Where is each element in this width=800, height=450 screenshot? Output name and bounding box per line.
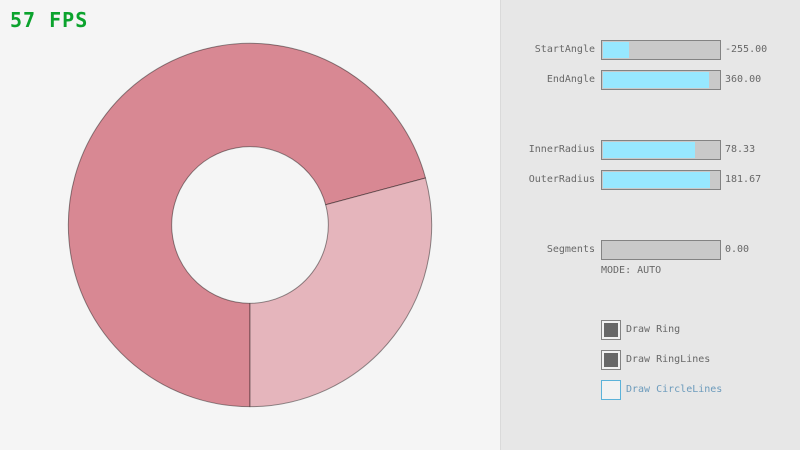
draw-ring-checkbox-label: Draw Ring (626, 324, 681, 335)
end-angle-slider-fill (603, 72, 710, 88)
fps-counter: 57 FPS (10, 8, 89, 32)
outer-radius-value: 181.67 (725, 174, 762, 185)
segments-row: Segments 0.00 (501, 240, 800, 260)
controls-panel: StartAngle -255.00 EndAngle 360.00 Inner… (500, 0, 800, 450)
inner-radius-slider-fill (603, 142, 696, 158)
inner-radius-label: InnerRadius (528, 144, 595, 155)
end-angle-label: EndAngle (546, 74, 595, 85)
ring-sector-double-coverage (67, 42, 427, 408)
outer-radius-slider[interactable] (601, 170, 721, 190)
draw-ring-checkbox[interactable] (601, 320, 621, 340)
checkmark-fill-icon (604, 323, 618, 337)
segments-slider[interactable] (601, 240, 721, 260)
checkmark-fill-icon (604, 353, 618, 367)
draw-circlelines-checkbox-label: Draw CircleLines (626, 384, 723, 395)
outer-radius-slider-fill (603, 172, 711, 188)
segments-mode-text: MODE: AUTO (601, 265, 662, 276)
end-angle-value: 360.00 (725, 74, 762, 85)
start-angle-row: StartAngle -255.00 (501, 40, 800, 60)
outer-radius-label: OuterRadius (528, 174, 595, 185)
start-angle-label: StartAngle (534, 44, 595, 55)
inner-radius-slider[interactable] (601, 140, 721, 160)
draw-ringlines-checkbox-label: Draw RingLines (626, 354, 711, 365)
draw-circlelines-checkbox[interactable] (601, 380, 621, 400)
segments-label: Segments (546, 244, 595, 255)
inner-radius-value: 78.33 (725, 144, 756, 155)
end-angle-slider[interactable] (601, 70, 721, 90)
outer-radius-row: OuterRadius 181.67 (501, 170, 800, 190)
draw-ringlines-checkbox[interactable] (601, 350, 621, 370)
start-angle-slider[interactable] (601, 40, 721, 60)
start-angle-slider-fill (603, 42, 629, 58)
inner-radius-row: InnerRadius 78.33 (501, 140, 800, 160)
ring-sector-single-coverage (249, 177, 433, 408)
segments-value: 0.00 (725, 244, 750, 255)
start-angle-value: -255.00 (725, 44, 768, 55)
end-angle-row: EndAngle 360.00 (501, 70, 800, 90)
